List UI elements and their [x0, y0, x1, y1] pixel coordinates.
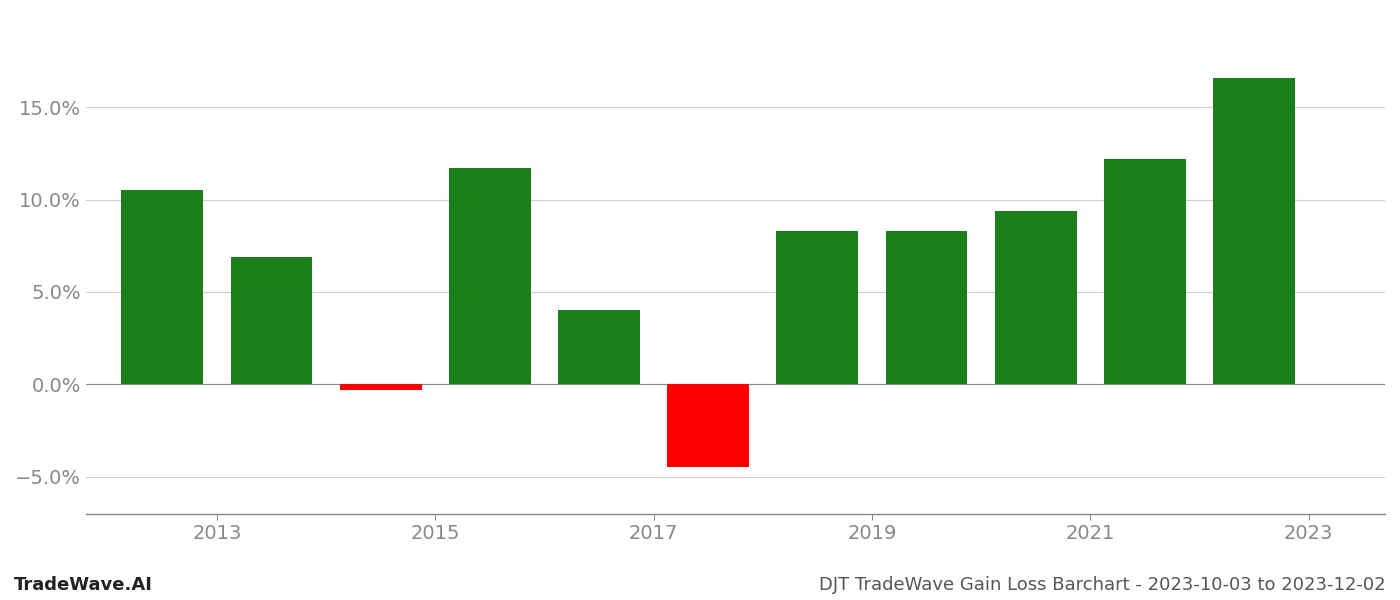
Bar — [340, 385, 421, 390]
Bar — [777, 231, 858, 385]
Bar — [1212, 78, 1295, 385]
Bar — [122, 190, 203, 385]
Bar — [995, 211, 1077, 385]
Bar — [1103, 159, 1186, 385]
Bar — [449, 168, 531, 385]
Text: TradeWave.AI: TradeWave.AI — [14, 576, 153, 594]
Text: DJT TradeWave Gain Loss Barchart - 2023-10-03 to 2023-12-02: DJT TradeWave Gain Loss Barchart - 2023-… — [819, 576, 1386, 594]
Bar — [231, 257, 312, 385]
Bar — [559, 310, 640, 385]
Bar — [886, 231, 967, 385]
Bar — [668, 385, 749, 467]
